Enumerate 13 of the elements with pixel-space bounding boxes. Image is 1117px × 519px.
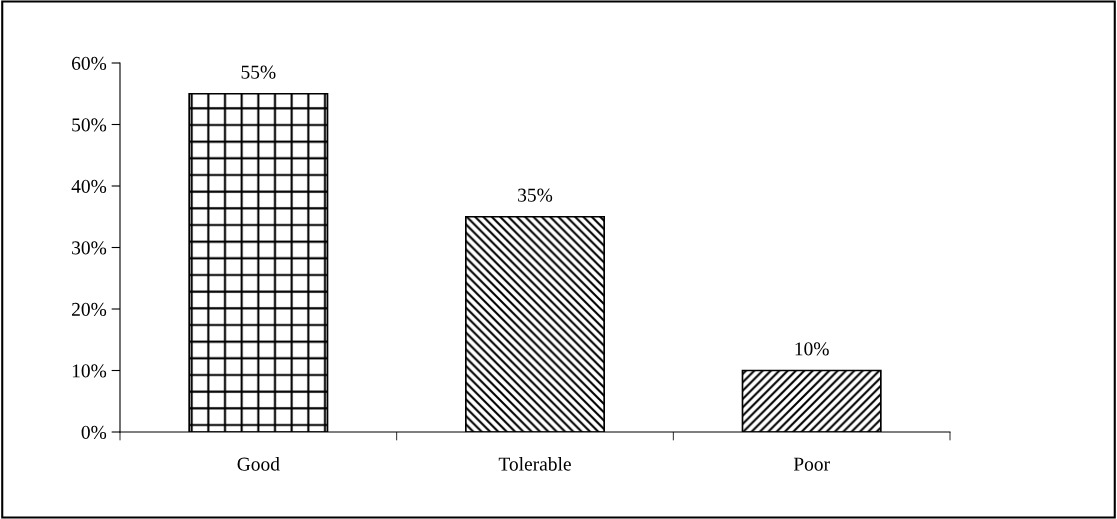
x-tick-label: Good [237,457,280,471]
y-tick-label: 0% [81,425,107,439]
y-tick-label: 40% [71,179,107,193]
x-tick-label: Tolerable [498,457,571,471]
y-tick-label: 50% [72,118,107,132]
y-tick-label: 20% [72,302,107,316]
data-label: 35% [518,188,553,202]
data-label: 10% [795,342,829,356]
x-tick-label: Poor [793,457,830,471]
y-tick-label: 30% [72,241,107,255]
y-tick-label: 60% [72,56,107,70]
data-label: 55% [241,65,276,79]
y-tick-label: 10% [72,364,107,378]
